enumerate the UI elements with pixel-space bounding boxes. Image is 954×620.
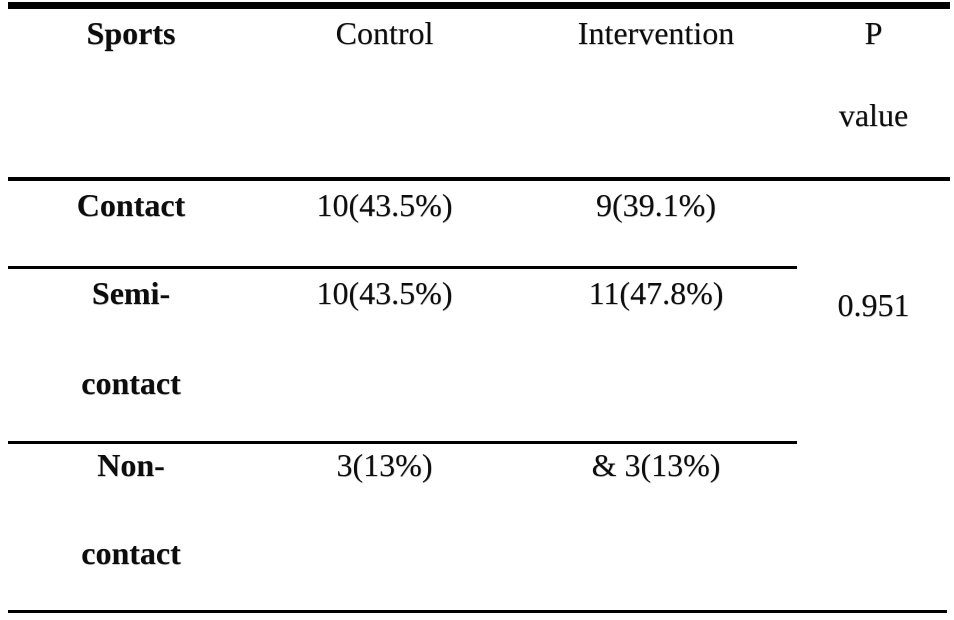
header-sports: Sports [8, 11, 254, 55]
row-contact-control-value: 10(43.5%) [316, 187, 453, 223]
row-semicontact-control-value: 10(43.5%) [316, 275, 453, 311]
row-contact-label: Contact [8, 183, 254, 227]
header-p-value: P value [797, 11, 950, 137]
header-intervention-label: Intervention [577, 15, 735, 51]
row-semicontact-label-line2: contact [81, 365, 181, 401]
row-noncontact-control-value: 3(13%) [336, 447, 433, 483]
table-border-bottom [8, 610, 947, 613]
row-contact-intervention-value: 9(39.1%) [596, 187, 716, 223]
row-noncontact-label-line1: Non- [97, 447, 165, 483]
header-p-label: P [864, 15, 883, 51]
row-semicontact-intervention-value: 11(47.8%) [588, 275, 724, 311]
row-noncontact-intervention-value: & 3(13%) [591, 447, 721, 483]
header-value-label: value [838, 97, 909, 133]
row-divider-semicontact [8, 441, 797, 444]
row-noncontact-label-line2: contact [81, 535, 181, 571]
header-underline [8, 177, 950, 181]
row-contact-label-line1: Contact [76, 187, 186, 223]
header-intervention: Intervention [515, 11, 797, 55]
row-noncontact-label: Non- contact [8, 443, 254, 575]
table-border-top [8, 2, 950, 9]
row-divider-contact [8, 266, 797, 269]
row-semicontact-label-line1: Semi- [91, 275, 171, 311]
header-sports-label: Sports [86, 15, 176, 51]
row-semicontact-label: Semi- contact [8, 271, 254, 405]
header-control: Control [254, 11, 515, 55]
p-value-cell: 0.951 [837, 287, 910, 323]
header-control-label: Control [335, 15, 434, 51]
